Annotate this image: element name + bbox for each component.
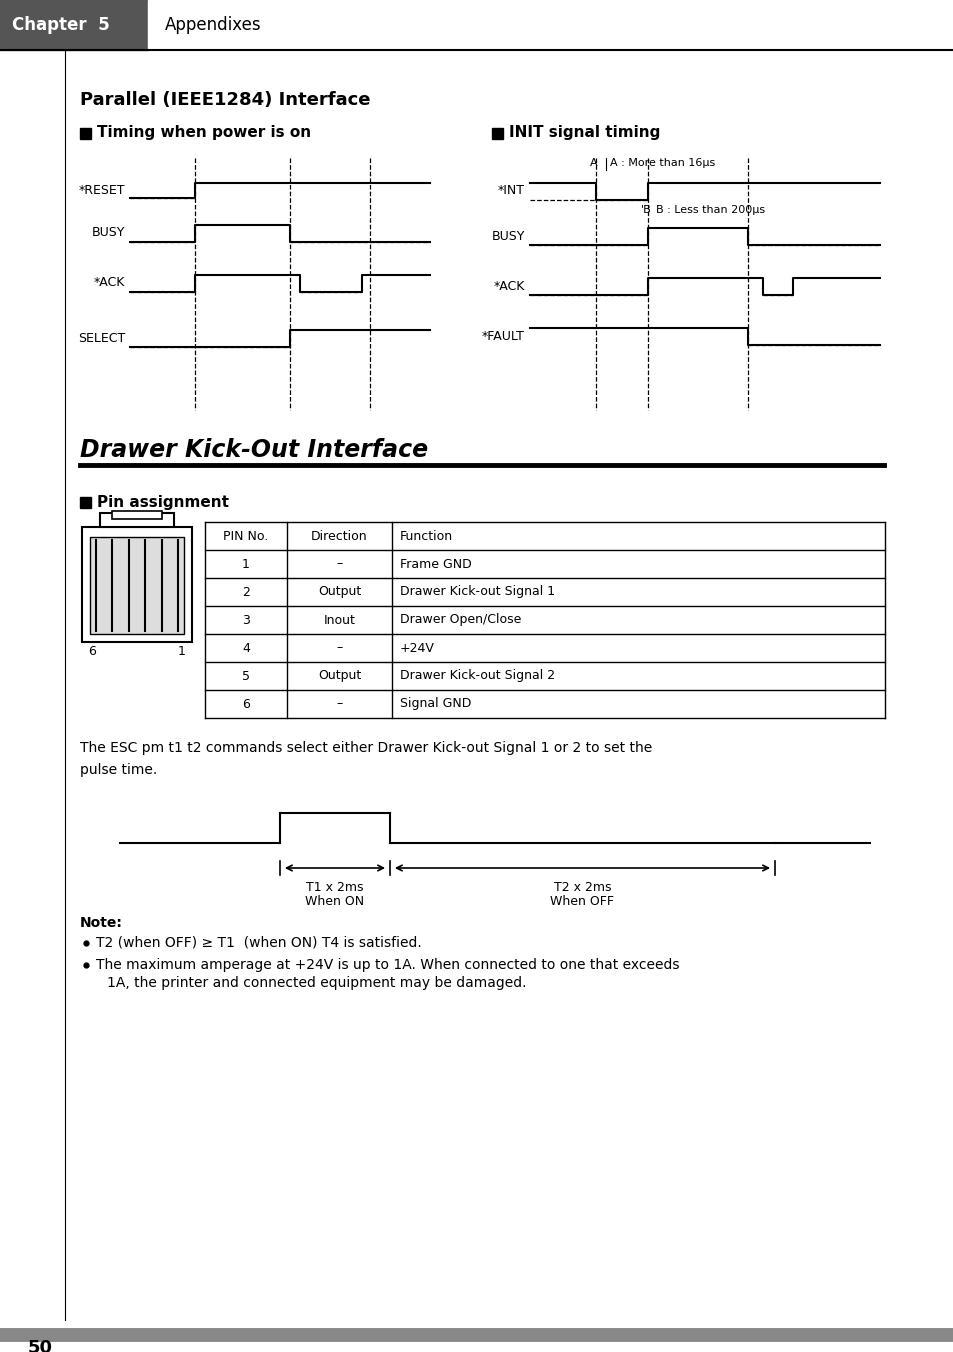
Text: INIT signal timing: INIT signal timing xyxy=(509,126,659,141)
Text: –: – xyxy=(336,698,342,711)
Text: Function: Function xyxy=(399,530,453,542)
Text: –: – xyxy=(336,641,342,654)
Text: Drawer Kick-Out Interface: Drawer Kick-Out Interface xyxy=(80,438,428,462)
Text: *FAULT: *FAULT xyxy=(481,330,524,342)
Text: T2 x 2ms: T2 x 2ms xyxy=(553,882,611,894)
Bar xyxy=(148,0,953,50)
Text: +24V: +24V xyxy=(399,641,435,654)
Text: 1A, the printer and connected equipment may be damaged.: 1A, the printer and connected equipment … xyxy=(107,976,526,990)
Text: pulse time.: pulse time. xyxy=(80,763,157,777)
Text: 1: 1 xyxy=(242,557,250,571)
Text: PIN No.: PIN No. xyxy=(223,530,269,542)
Text: 6: 6 xyxy=(88,645,95,658)
Text: Output: Output xyxy=(317,585,361,599)
Text: BUSY: BUSY xyxy=(491,230,524,242)
Text: Pin assignment: Pin assignment xyxy=(97,495,229,510)
Text: Direction: Direction xyxy=(311,530,368,542)
Text: 3: 3 xyxy=(242,614,250,626)
Text: Appendixes: Appendixes xyxy=(165,16,261,34)
Text: A : More than 16μs: A : More than 16μs xyxy=(609,158,715,168)
Text: Timing when power is on: Timing when power is on xyxy=(97,126,311,141)
Text: The ESC pm t1 t2 commands select either Drawer Kick-out Signal 1 or 2 to set the: The ESC pm t1 t2 commands select either … xyxy=(80,741,652,754)
Bar xyxy=(112,511,162,519)
Text: Inout: Inout xyxy=(323,614,355,626)
Bar xyxy=(90,537,184,634)
Text: B : Less than 200μs: B : Less than 200μs xyxy=(656,206,764,215)
Text: Frame GND: Frame GND xyxy=(399,557,471,571)
Text: BUSY: BUSY xyxy=(91,227,125,239)
Text: Note:: Note: xyxy=(80,917,123,930)
Text: 'B: 'B xyxy=(640,206,651,215)
Text: 5: 5 xyxy=(242,669,250,683)
Text: SELECT: SELECT xyxy=(77,331,125,345)
Text: 2: 2 xyxy=(242,585,250,599)
Bar xyxy=(80,127,91,138)
Text: *RESET: *RESET xyxy=(78,184,125,196)
Text: Drawer Kick-out Signal 1: Drawer Kick-out Signal 1 xyxy=(399,585,555,599)
Text: When ON: When ON xyxy=(305,895,364,909)
Text: *ACK: *ACK xyxy=(493,280,524,292)
Bar xyxy=(0,1307,953,1352)
Text: Drawer Kick-out Signal 2: Drawer Kick-out Signal 2 xyxy=(399,669,555,683)
Text: 50: 50 xyxy=(28,1338,53,1352)
Text: Chapter 5: Chapter 5 xyxy=(12,16,110,34)
Bar xyxy=(82,527,192,642)
Text: *ACK: *ACK xyxy=(93,277,125,289)
Text: *INT: *INT xyxy=(497,184,524,197)
Text: When OFF: When OFF xyxy=(550,895,614,909)
Text: 1: 1 xyxy=(178,645,186,658)
Text: T2 (when OFF) ≥ T1  (when ON) Τ4 is satisfied.: T2 (when OFF) ≥ T1 (when ON) Τ4 is satis… xyxy=(96,936,421,950)
Text: –: – xyxy=(336,557,342,571)
Text: A: A xyxy=(590,158,598,168)
Bar xyxy=(492,127,502,138)
Text: Drawer Open/Close: Drawer Open/Close xyxy=(399,614,521,626)
Text: 6: 6 xyxy=(242,698,250,711)
Bar xyxy=(100,512,173,527)
Text: 4: 4 xyxy=(242,641,250,654)
Bar xyxy=(0,0,148,50)
Text: Output: Output xyxy=(317,669,361,683)
Bar xyxy=(80,496,91,507)
Text: Signal GND: Signal GND xyxy=(399,698,471,711)
Text: T1 x 2ms: T1 x 2ms xyxy=(306,882,363,894)
Text: Parallel (IEEE1284) Interface: Parallel (IEEE1284) Interface xyxy=(80,91,370,110)
Text: The maximum amperage at +24V is up to 1A. When connected to one that exceeds: The maximum amperage at +24V is up to 1A… xyxy=(96,959,679,972)
